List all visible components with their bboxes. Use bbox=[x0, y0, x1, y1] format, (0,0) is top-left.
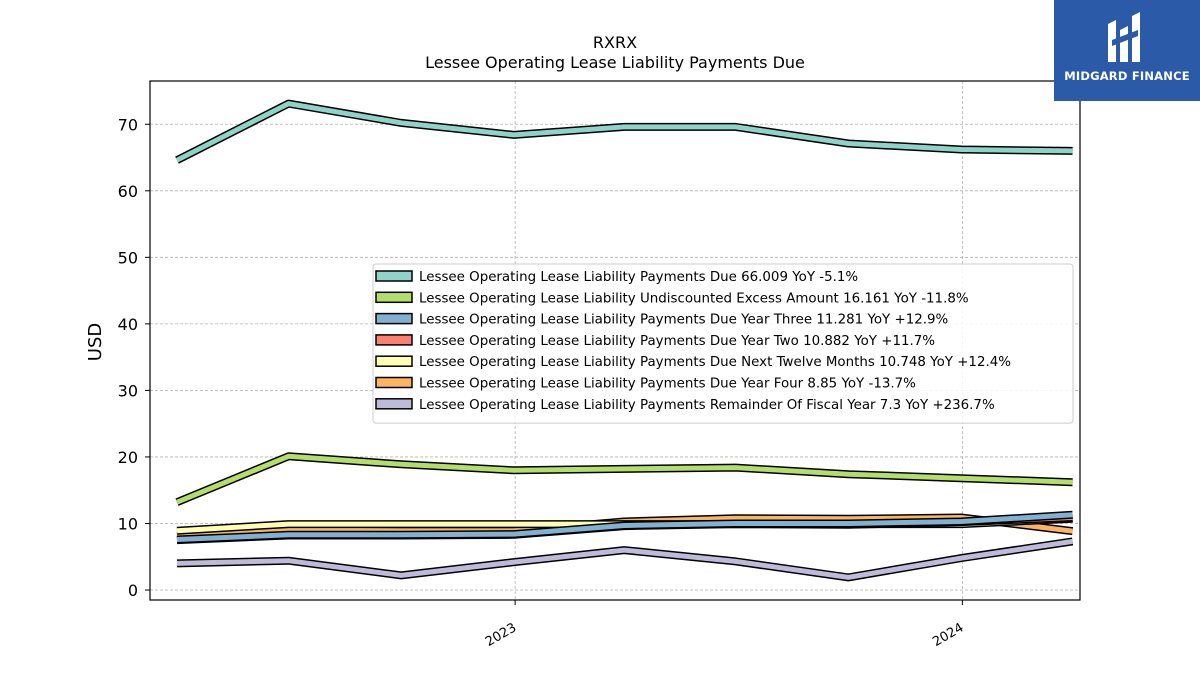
legend-swatch bbox=[375, 376, 413, 389]
brand-logo-icon bbox=[1108, 12, 1140, 62]
chart-subtitle: Lessee Operating Lease Liability Payment… bbox=[425, 53, 805, 72]
series-line bbox=[176, 512, 1073, 542]
x-tick-label: 2024 bbox=[930, 620, 966, 650]
y-axis: 0 10 20 30 40 50 60 70 bbox=[118, 115, 150, 600]
legend-swatch bbox=[375, 291, 413, 304]
brand-logo: MIDGARD FINANCE bbox=[1054, 0, 1200, 101]
y-axis-label: USD bbox=[85, 323, 106, 361]
series-lines bbox=[175, 99, 1074, 582]
legend-entry: Lessee Operating Lease Liability Payment… bbox=[419, 377, 916, 392]
series-line bbox=[176, 538, 1073, 580]
series-outline bbox=[175, 99, 1073, 164]
legend-swatch bbox=[375, 312, 413, 325]
legend: Lessee Operating Lease Liability Payment… bbox=[372, 263, 1074, 424]
y-tick-label: 0 bbox=[128, 581, 138, 600]
y-tick-label: 60 bbox=[118, 182, 138, 201]
y-tick-label: 70 bbox=[118, 115, 138, 134]
legend-swatch bbox=[375, 355, 413, 367]
legend-entry: Lessee Operating Lease Liability Payment… bbox=[419, 313, 948, 328]
y-tick-label: 30 bbox=[118, 381, 138, 400]
legend-entry: Lessee Operating Lease Liability Payment… bbox=[419, 334, 935, 349]
x-tick-label: 2023 bbox=[483, 620, 519, 650]
legend-box bbox=[372, 263, 1074, 424]
y-tick-label: 10 bbox=[118, 514, 138, 533]
plot-frame bbox=[149, 80, 1081, 601]
series-line bbox=[175, 101, 1073, 163]
legend-swatch bbox=[375, 334, 413, 346]
legend-entry: Lessee Operating Lease Liability Payment… bbox=[419, 355, 1011, 370]
y-tick-label: 20 bbox=[118, 448, 138, 467]
brand-name: MIDGARD FINANCE bbox=[1064, 69, 1190, 83]
chart-title: RXRX bbox=[593, 33, 637, 52]
series-line bbox=[176, 453, 1073, 505]
legend-swatch bbox=[375, 398, 413, 410]
y-tick-label: 40 bbox=[118, 315, 138, 334]
legend-entry: Lessee Operating Lease Liability Payment… bbox=[419, 270, 858, 285]
legend-entry: Lessee Operating Lease Liability Undisco… bbox=[419, 291, 969, 306]
legend-entry: Lessee Operating Lease Liability Payment… bbox=[419, 398, 995, 413]
x-axis: 2023 2024 bbox=[483, 600, 966, 650]
series-outline bbox=[176, 537, 1074, 582]
y-tick-label: 50 bbox=[118, 248, 138, 267]
legend-swatch bbox=[375, 270, 413, 282]
